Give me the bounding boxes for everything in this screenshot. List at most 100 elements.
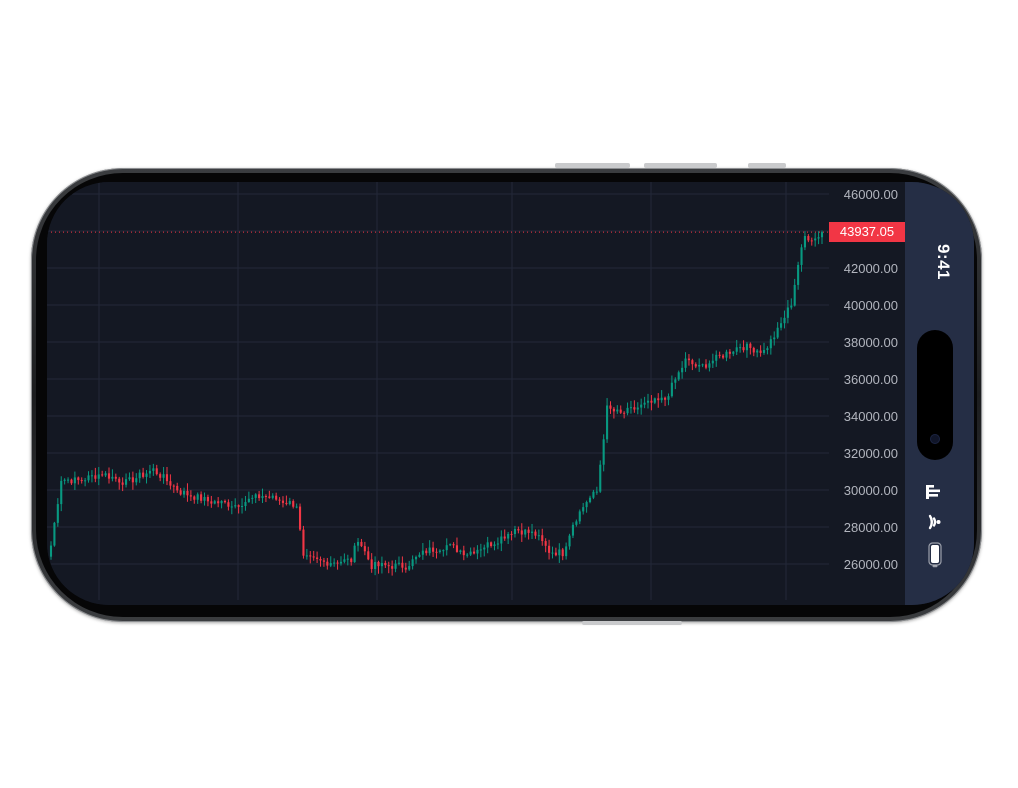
candle-body: [391, 566, 394, 569]
candle-body: [298, 506, 302, 530]
candle-body: [70, 479, 73, 484]
candle-body: [674, 379, 677, 383]
candle-body: [370, 559, 373, 570]
candle-body: [762, 350, 766, 353]
candle-body: [319, 558, 322, 561]
candle-body: [176, 485, 179, 491]
candle-body: [568, 535, 571, 547]
candle-body: [162, 474, 165, 478]
candle-body: [84, 480, 87, 482]
candle-body: [56, 504, 59, 523]
candle-body: [152, 468, 155, 471]
candle-body: [626, 407, 629, 414]
candle-body: [769, 339, 772, 349]
side-button: [582, 621, 682, 625]
candle-body: [503, 536, 506, 539]
candlestick-chart[interactable]: 46000.0044000.0042000.0040000.0038000.00…: [47, 182, 974, 605]
last-price-label: 43937.05: [829, 222, 905, 243]
candle-body: [606, 405, 609, 440]
candle-body: [428, 547, 431, 554]
candle-body: [810, 240, 813, 242]
candle-body: [217, 501, 220, 504]
candle-body: [490, 542, 493, 547]
candle-body: [455, 545, 459, 552]
candle-body: [756, 350, 759, 353]
candle-body: [694, 364, 697, 367]
candle-body: [735, 347, 738, 352]
volume-up-button: [555, 163, 630, 168]
candle-body: [271, 495, 274, 498]
candle-body: [704, 364, 708, 368]
candle-body: [206, 496, 209, 502]
candle-body: [384, 562, 387, 566]
candle-body: [66, 479, 70, 481]
candle-body: [247, 498, 250, 503]
candle-body: [660, 397, 663, 401]
y-tick-label: 38000.00: [844, 335, 898, 350]
candle-body: [728, 351, 731, 354]
candle-body: [343, 559, 346, 562]
candle-body: [657, 398, 660, 401]
candle-body: [575, 521, 578, 525]
battery-icon: [928, 542, 942, 568]
candle-body: [268, 496, 271, 498]
candle-body: [49, 545, 53, 557]
candle-body: [479, 549, 482, 551]
status-time: 9:41: [934, 243, 953, 281]
candle-body: [309, 555, 312, 557]
candle-body: [565, 546, 568, 557]
candle-body: [254, 494, 257, 498]
candle-body: [350, 558, 353, 563]
candle-body: [60, 480, 63, 505]
candle-body: [517, 529, 520, 531]
candle-body: [182, 490, 186, 495]
candle-body: [636, 407, 639, 410]
candle-body: [650, 400, 653, 403]
candle-body: [275, 495, 278, 500]
candle-body: [687, 358, 691, 361]
y-tick-label: 32000.00: [844, 446, 898, 461]
candle-body: [353, 545, 356, 563]
candle-body: [820, 232, 824, 238]
candle-body: [797, 264, 800, 285]
candle-body: [520, 530, 523, 535]
candle-body: [718, 354, 721, 356]
candle-body: [466, 554, 469, 556]
candle-body: [633, 407, 636, 410]
candle-body: [807, 236, 810, 241]
candle-body: [411, 559, 414, 567]
candle-body: [776, 327, 779, 338]
candle-body: [442, 550, 445, 552]
candle-body: [97, 474, 100, 479]
candle-body: [551, 552, 554, 554]
volume-down-button: [644, 163, 717, 168]
candle-body: [510, 533, 513, 535]
candle-body: [346, 558, 349, 560]
candle-body: [408, 566, 411, 570]
candle-body: [745, 343, 749, 351]
candle-body: [305, 555, 308, 557]
y-tick-label: 46000.00: [844, 187, 898, 202]
chart-background: [47, 182, 974, 605]
candle-body: [432, 547, 435, 552]
candle-body: [677, 372, 680, 380]
candle-body: [462, 550, 465, 556]
candle-body: [404, 567, 407, 570]
candle-body: [138, 472, 141, 479]
candle-body: [397, 562, 401, 564]
candle-body: [670, 382, 673, 397]
candle-body: [360, 541, 363, 547]
candle-body: [374, 562, 377, 570]
candle-body: [459, 550, 462, 552]
candle-body: [90, 475, 93, 477]
candle-body: [483, 547, 486, 550]
candle-body: [258, 494, 261, 499]
candle-body: [664, 397, 667, 400]
candle-body: [196, 494, 199, 500]
candle-body: [578, 511, 581, 522]
candle-body: [438, 550, 441, 552]
candle-body: [292, 501, 295, 507]
candle-body: [793, 284, 796, 306]
candle-body: [329, 563, 332, 566]
candle-body: [189, 495, 192, 497]
